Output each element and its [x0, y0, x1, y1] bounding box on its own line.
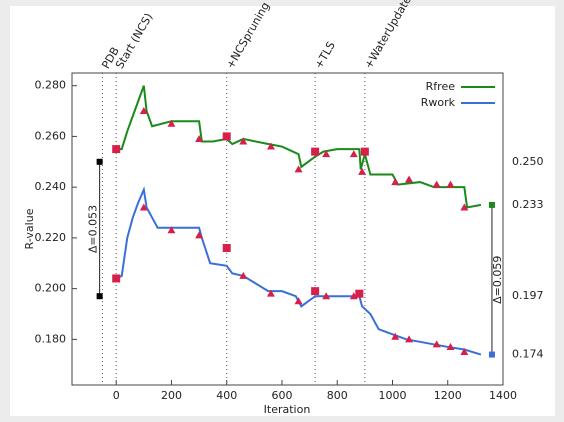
- square-marker: [222, 132, 231, 141]
- bracket-end: [96, 158, 103, 165]
- event-label: Start (NCS): [113, 11, 155, 71]
- triangle-marker: [239, 271, 248, 279]
- bracket-end: [488, 351, 495, 358]
- x-tick-label: 800: [327, 389, 348, 402]
- event-label: +TLS: [312, 39, 338, 71]
- bracket-label: Δ=0.053: [87, 205, 100, 253]
- right-label: 0.233: [512, 198, 544, 211]
- x-tick-label: 1400: [489, 389, 517, 402]
- y-tick-label: 0.280: [35, 79, 67, 92]
- triangle-marker: [266, 142, 275, 150]
- triangle-marker: [294, 165, 303, 173]
- square-marker: [360, 147, 369, 156]
- square-marker: [112, 145, 121, 154]
- square-marker: [311, 287, 320, 296]
- square-marker: [311, 147, 320, 156]
- bracket-end: [96, 293, 103, 300]
- triangle-marker: [446, 342, 455, 350]
- y-tick-label: 0.200: [35, 282, 67, 295]
- x-axis-label: Iteration: [264, 403, 311, 416]
- plot-frame: [71, 72, 504, 386]
- right-label: 0.250: [512, 155, 544, 168]
- triangle-marker: [195, 231, 204, 239]
- right-label: 0.174: [512, 348, 544, 361]
- event-label: +WaterUpdate: [362, 0, 414, 71]
- triangle-marker: [460, 203, 469, 211]
- triangle-marker: [405, 175, 414, 183]
- event-label: +NCSpruning: [224, 0, 273, 71]
- x-tick-label: 600: [271, 389, 292, 402]
- triangle-marker: [266, 289, 275, 297]
- triangle-marker: [391, 178, 400, 186]
- triangle-marker: [239, 137, 248, 145]
- triangle-marker: [460, 348, 469, 356]
- triangle-marker: [358, 167, 367, 175]
- triangle-marker: [405, 335, 414, 343]
- square-marker: [112, 274, 121, 283]
- triangle-marker: [432, 340, 441, 348]
- triangle-marker: [322, 150, 331, 158]
- x-tick-label: 1000: [378, 389, 406, 402]
- series-line: [115, 186, 482, 356]
- triangle-marker: [446, 180, 455, 188]
- x-tick-label: 400: [216, 389, 237, 402]
- triangle-marker: [139, 107, 148, 115]
- triangle-marker: [294, 297, 303, 305]
- x-tick-label: 1200: [434, 389, 462, 402]
- triangle-marker: [349, 150, 358, 158]
- y-tick-label: 0.240: [35, 180, 67, 193]
- x-tick-label: 0: [113, 389, 120, 402]
- triangle-marker: [432, 180, 441, 188]
- legend-label: Rfree: [426, 80, 456, 93]
- bracket-label: Δ=0.059: [491, 256, 504, 304]
- right-label: 0.197: [512, 289, 544, 302]
- legend-label: Rwork: [421, 96, 456, 109]
- card: [10, 6, 555, 416]
- y-tick-label: 0.180: [35, 332, 67, 345]
- triangle-marker: [391, 332, 400, 340]
- bracket-end: [488, 201, 495, 208]
- y-tick-label: 0.260: [35, 129, 67, 142]
- y-axis-label: R-value: [23, 208, 36, 249]
- triangle-marker: [349, 292, 358, 300]
- square-marker: [222, 244, 231, 253]
- triangle-marker: [167, 119, 176, 127]
- triangle-marker: [167, 226, 176, 234]
- y-tick-label: 0.220: [35, 231, 67, 244]
- x-tick-label: 200: [161, 389, 182, 402]
- triangle-marker: [322, 292, 331, 300]
- square-marker: [355, 289, 364, 298]
- triangle-marker: [139, 203, 148, 211]
- triangle-marker: [195, 134, 204, 142]
